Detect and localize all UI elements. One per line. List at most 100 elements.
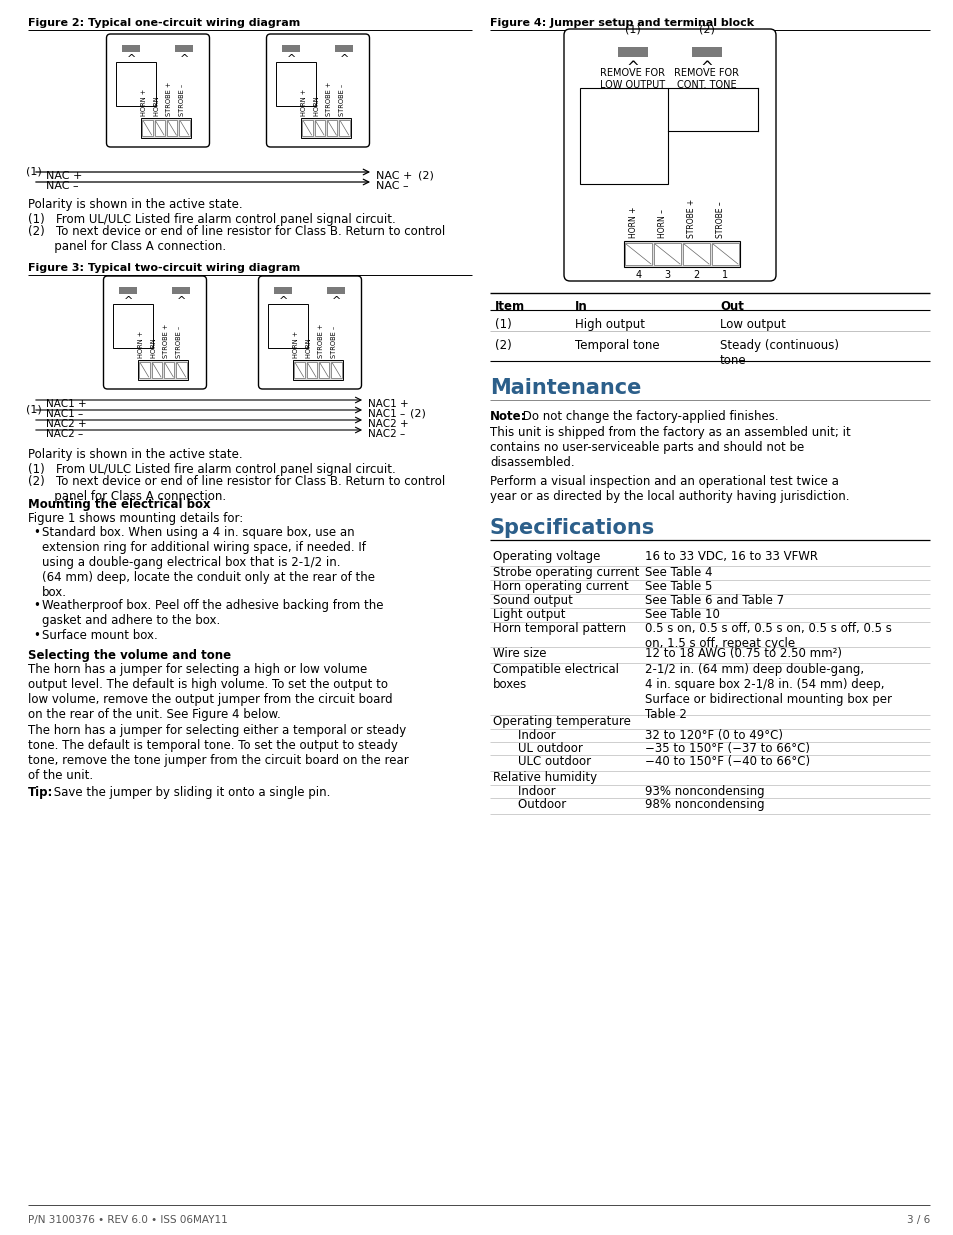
Text: HORN –: HORN – <box>658 209 667 238</box>
Text: (1): (1) <box>624 25 640 35</box>
Text: Wire size: Wire size <box>493 647 546 659</box>
Text: NAC2 +: NAC2 + <box>46 419 87 429</box>
Bar <box>141 119 191 138</box>
Text: (1): (1) <box>26 167 42 177</box>
Bar <box>175 44 193 52</box>
Text: Figure 1 shows mounting details for:: Figure 1 shows mounting details for: <box>28 513 243 525</box>
Text: Perform a visual inspection and an operational test twice a
year or as directed : Perform a visual inspection and an opera… <box>490 475 848 503</box>
Text: •: • <box>33 526 40 538</box>
Bar <box>179 120 190 136</box>
Text: HORN +: HORN + <box>294 331 299 358</box>
Text: 12 to 18 AWG (0.75 to 2.50 mm²): 12 to 18 AWG (0.75 to 2.50 mm²) <box>644 647 841 659</box>
Bar <box>711 243 739 266</box>
Text: P/N 3100376 • REV 6.0 • ISS 06MAY11: P/N 3100376 • REV 6.0 • ISS 06MAY11 <box>28 1215 228 1225</box>
FancyBboxPatch shape <box>563 28 775 282</box>
Text: STROBE +: STROBE + <box>166 82 172 116</box>
Text: Standard box. When using a 4 in. square box, use an
extension ring for additiona: Standard box. When using a 4 in. square … <box>42 526 375 599</box>
Text: NAC2 +: NAC2 + <box>368 419 408 429</box>
Text: Figure 4: Jumper setup and terminal block: Figure 4: Jumper setup and terminal bloc… <box>490 19 753 28</box>
FancyBboxPatch shape <box>103 275 206 389</box>
Text: −35 to 150°F (−37 to 66°C): −35 to 150°F (−37 to 66°C) <box>644 742 809 755</box>
Text: See Table 4: See Table 4 <box>644 566 712 579</box>
Text: Tip:: Tip: <box>28 785 53 799</box>
Text: ^: ^ <box>332 296 341 306</box>
Bar <box>176 362 187 378</box>
Text: NAC2 –: NAC2 – <box>46 429 83 438</box>
Bar <box>142 120 152 136</box>
Text: (2): (2) <box>495 338 511 352</box>
Bar <box>331 362 341 378</box>
Bar <box>579 88 667 184</box>
Bar <box>623 241 740 267</box>
Bar <box>139 362 150 378</box>
Bar <box>302 120 313 136</box>
Bar <box>119 287 137 294</box>
Text: 1: 1 <box>721 270 728 280</box>
Bar <box>654 243 680 266</box>
Text: HORN –: HORN – <box>314 91 319 116</box>
Bar <box>306 362 316 378</box>
Text: Steady (continuous)
tone: Steady (continuous) tone <box>720 338 838 367</box>
Text: (2): (2) <box>410 409 425 419</box>
Text: Strobe operating current: Strobe operating current <box>493 566 639 579</box>
Text: 3: 3 <box>663 270 670 280</box>
Text: STROBE –: STROBE – <box>330 326 336 358</box>
Text: ^: ^ <box>287 54 295 64</box>
FancyBboxPatch shape <box>107 35 210 147</box>
Text: NAC1 +: NAC1 + <box>46 399 87 409</box>
Text: Indoor: Indoor <box>502 729 555 742</box>
Text: Relative humidity: Relative humidity <box>493 771 597 784</box>
Bar <box>138 359 188 380</box>
Text: High output: High output <box>575 317 644 331</box>
Text: NAC –: NAC – <box>375 182 408 191</box>
Text: Polarity is shown in the active state.: Polarity is shown in the active state. <box>28 448 242 461</box>
Text: 98% noncondensing: 98% noncondensing <box>644 798 763 811</box>
Text: Operating temperature: Operating temperature <box>493 715 630 727</box>
Text: REMOVE FOR
LOW OUTPUT: REMOVE FOR LOW OUTPUT <box>599 68 665 90</box>
Text: (1): (1) <box>26 405 42 415</box>
Text: The horn has a jumper for selecting a high or low volume
output level. The defau: The horn has a jumper for selecting a hi… <box>28 663 393 721</box>
Bar <box>314 120 325 136</box>
Bar <box>268 304 308 348</box>
Bar <box>293 359 342 380</box>
Text: REMOVE FOR
CONT. TONE: REMOVE FOR CONT. TONE <box>674 68 739 90</box>
Text: Surface mount box.: Surface mount box. <box>42 629 157 642</box>
Text: (2)   To next device or end of line resistor for Class B. Return to control
    : (2) To next device or end of line resist… <box>28 225 445 253</box>
Text: HORN +: HORN + <box>138 331 144 358</box>
Bar <box>624 243 651 266</box>
Text: STROBE +: STROBE + <box>687 199 696 238</box>
Text: Sound output: Sound output <box>493 594 572 606</box>
Text: 4: 4 <box>635 270 640 280</box>
Text: ^: ^ <box>339 54 349 64</box>
Bar <box>339 120 350 136</box>
Text: See Table 10: See Table 10 <box>644 608 720 621</box>
Text: (2): (2) <box>699 25 714 35</box>
Text: HORN –: HORN – <box>151 333 156 358</box>
Text: 0.5 s on, 0.5 s off, 0.5 s on, 0.5 s off, 0.5 s
on, 1.5 s off, repeat cycle: 0.5 s on, 0.5 s off, 0.5 s on, 0.5 s off… <box>644 622 891 650</box>
Bar <box>154 120 165 136</box>
Text: 32 to 120°F (0 to 49°C): 32 to 120°F (0 to 49°C) <box>644 729 782 742</box>
Text: ^: ^ <box>124 296 133 306</box>
Text: HORN +: HORN + <box>301 89 307 116</box>
Text: ^: ^ <box>127 54 136 64</box>
Text: See Table 5: See Table 5 <box>644 580 712 593</box>
Bar <box>327 287 345 294</box>
Bar <box>172 287 191 294</box>
Bar <box>274 287 293 294</box>
Text: The horn has a jumper for selecting either a temporal or steady
tone. The defaul: The horn has a jumper for selecting eith… <box>28 724 408 782</box>
Bar <box>691 47 721 57</box>
Text: 16 to 33 VDC, 16 to 33 VFWR: 16 to 33 VDC, 16 to 33 VFWR <box>644 550 817 563</box>
Text: Low output: Low output <box>720 317 785 331</box>
Text: Horn operating current: Horn operating current <box>493 580 628 593</box>
Text: Out: Out <box>720 300 743 312</box>
Text: Horn temporal pattern: Horn temporal pattern <box>493 622 625 635</box>
Text: ULC outdoor: ULC outdoor <box>502 755 591 768</box>
Text: STROBE +: STROBE + <box>318 324 324 358</box>
Text: 93% noncondensing: 93% noncondensing <box>644 785 763 798</box>
Text: HORN +: HORN + <box>629 206 638 238</box>
Text: (1): (1) <box>495 317 511 331</box>
Text: STROBE –: STROBE – <box>716 201 724 238</box>
Text: STROBE +: STROBE + <box>163 324 169 358</box>
Text: Figure 3: Typical two-circuit wiring diagram: Figure 3: Typical two-circuit wiring dia… <box>28 263 300 273</box>
Text: ^: ^ <box>278 296 288 306</box>
